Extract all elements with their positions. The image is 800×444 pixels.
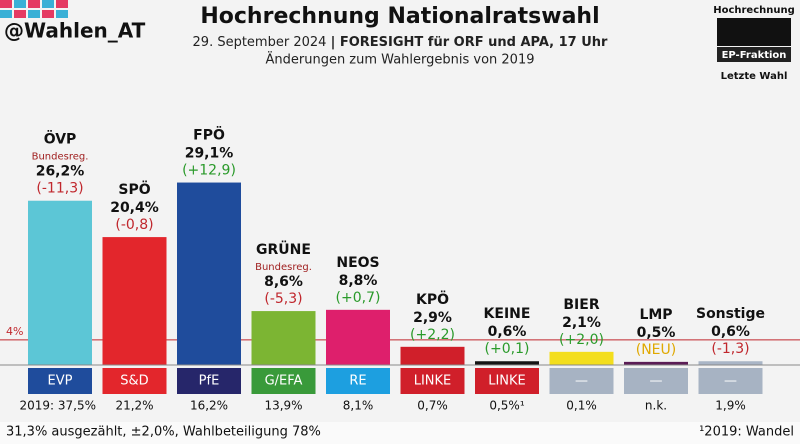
footer-band xyxy=(0,422,800,444)
value-label: 2,1% xyxy=(562,315,601,331)
last-election: 8,1% xyxy=(343,399,374,413)
category-label: BIER xyxy=(563,297,599,313)
group-label: PfE xyxy=(199,374,220,389)
change-label: (+2,2) xyxy=(410,327,455,343)
legend-bar-label: Hochrechnung xyxy=(713,5,795,16)
group-label: LINKE xyxy=(488,374,526,389)
last-election: 16,2% xyxy=(190,399,228,413)
group-box xyxy=(28,368,92,394)
category-label: SPÖ xyxy=(118,180,150,198)
last-election: 13,9% xyxy=(264,399,302,413)
category-label: FPÖ xyxy=(193,126,225,144)
value-label: 8,8% xyxy=(339,273,378,289)
legend-group-swatch xyxy=(717,47,791,62)
value-label: 0,5% xyxy=(637,325,676,341)
group-box xyxy=(549,368,614,394)
subtitle2: Änderungen zum Wahlergebnis von 2019 xyxy=(265,52,534,68)
note: Bundesreg. xyxy=(255,262,312,273)
group-label: — xyxy=(575,374,588,389)
group-box xyxy=(177,368,241,394)
note: Bundesreg. xyxy=(32,152,89,163)
change-label: (NEU) xyxy=(636,342,677,358)
category-label: KPÖ xyxy=(416,290,449,308)
change-label: (+12,9) xyxy=(182,163,236,179)
bar xyxy=(102,237,167,365)
legend-bar-swatch xyxy=(717,18,791,46)
last-election: 1,9% xyxy=(715,399,746,413)
subtitle-date: 29. September 2024 xyxy=(193,35,327,50)
category-label: KEINE xyxy=(484,306,531,322)
legend-group-label: EP-Fraktion xyxy=(722,50,787,61)
change-label: (-11,3) xyxy=(36,181,83,197)
group-label: EVP xyxy=(48,374,73,389)
bar xyxy=(624,361,688,365)
group-label: S&D xyxy=(120,374,148,389)
category-label: LMP xyxy=(639,307,672,323)
group-box xyxy=(102,368,167,394)
subtitle-source: | FORESIGHT für ORF und APA, 17 Uhr xyxy=(331,35,608,50)
bar xyxy=(475,361,539,365)
subtitle: 29. September 2024 | FORESIGHT für ORF u… xyxy=(193,35,609,50)
group-box xyxy=(400,368,465,394)
value-label: 0,6% xyxy=(711,324,750,340)
last-election: 0,5%¹ xyxy=(489,399,524,413)
bar xyxy=(400,346,465,365)
change-label: (-1,3) xyxy=(711,341,749,357)
value-label: 0,6% xyxy=(488,324,527,340)
value-label: 29,1% xyxy=(185,146,234,162)
bar xyxy=(28,200,92,365)
group-label: LINKE xyxy=(414,374,452,389)
category-label: Sonstige xyxy=(696,306,765,322)
group-box xyxy=(326,368,390,394)
group-box xyxy=(698,368,763,394)
group-box xyxy=(475,368,539,394)
category-label: ÖVP xyxy=(44,130,77,148)
last-election: 0,7% xyxy=(417,399,448,413)
footer: 31,3% ausgezählt, ±2,0%, Wahlbeteiligung… xyxy=(6,425,321,440)
change-label: (-0,8) xyxy=(115,217,153,233)
handle: @Wahlen_AT xyxy=(4,19,146,43)
last-election: 2019: 37,5% xyxy=(19,399,96,413)
chart-title: Hochrechnung Nationalratswahl xyxy=(200,4,599,29)
bar xyxy=(177,182,241,365)
logo xyxy=(0,0,68,18)
bar xyxy=(698,361,763,365)
change-label: (+2,0) xyxy=(559,332,604,348)
last-election: n.k. xyxy=(645,399,667,413)
group-box xyxy=(624,368,688,394)
change-label: (-5,3) xyxy=(264,291,302,307)
value-label: 20,4% xyxy=(110,200,159,216)
bar xyxy=(549,351,614,365)
category-label: GRÜNE xyxy=(256,240,311,258)
value-label: 2,9% xyxy=(413,310,452,326)
bar xyxy=(251,311,316,365)
bar xyxy=(326,309,390,365)
legend-last-label: Letzte Wahl xyxy=(721,71,788,82)
group-label: G/EFA xyxy=(265,374,303,389)
threshold-label: 4% xyxy=(6,325,23,338)
group-box xyxy=(251,368,316,394)
group-label: — xyxy=(650,374,663,389)
last-election: 0,1% xyxy=(566,399,597,413)
footnote: ¹2019: Wandel xyxy=(699,425,794,440)
group-label: — xyxy=(724,374,737,389)
change-label: (+0,1) xyxy=(485,341,530,357)
category-label: NEOS xyxy=(336,255,379,271)
value-label: 8,6% xyxy=(264,274,303,290)
last-election: 21,2% xyxy=(115,399,153,413)
change-label: (+0,7) xyxy=(336,290,381,306)
value-label: 26,2% xyxy=(36,164,85,180)
group-label: RE xyxy=(349,374,366,389)
